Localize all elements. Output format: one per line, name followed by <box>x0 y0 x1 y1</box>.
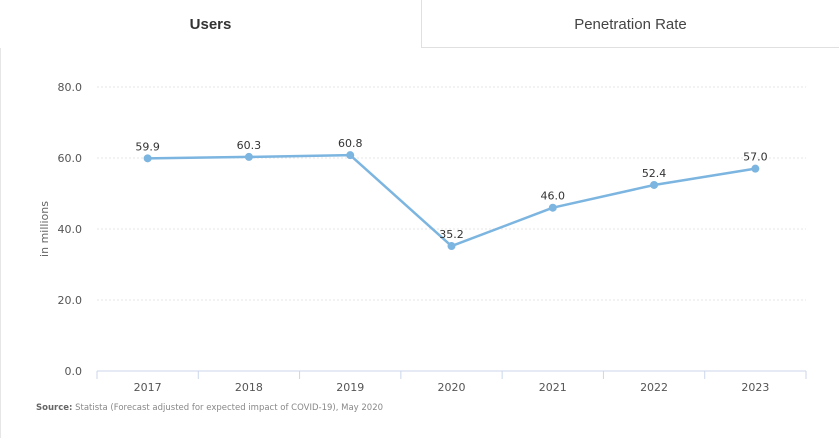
data-point <box>447 242 456 251</box>
data-point <box>548 203 557 212</box>
x-axis: 2017 2018 2019 2020 2021 2022 2023 <box>96 370 807 394</box>
data-points <box>143 151 760 251</box>
tab-penetration-rate[interactable]: Penetration Rate <box>421 0 839 48</box>
chart-tabs: Users Penetration Rate <box>0 0 839 48</box>
data-label: 46.0 <box>541 190 566 203</box>
source-label: Source: <box>36 403 73 413</box>
tab-users[interactable]: Users <box>0 0 421 48</box>
data-label: 59.9 <box>135 140 160 153</box>
data-label: 60.3 <box>237 139 262 152</box>
y-tick-label: 0.0 <box>65 365 83 378</box>
x-tick-label: 2022 <box>640 381 668 394</box>
x-tick-label: 2019 <box>336 381 364 394</box>
x-tick-label: 2018 <box>235 381 263 394</box>
data-point <box>751 164 760 173</box>
data-point <box>244 152 253 161</box>
line-chart: 0.0 20.0 40.0 60.0 80.0 2017 2018 2019 2020 2021… <box>38 81 807 394</box>
y-axis-ticks: 0.0 20.0 40.0 60.0 80.0 <box>58 81 83 378</box>
data-label: 52.4 <box>642 167 667 180</box>
data-label: 35.2 <box>439 228 464 241</box>
data-labels: 59.9 60.3 60.8 35.2 46.0 52.4 57.0 <box>135 137 767 241</box>
panel-divider <box>0 48 1 438</box>
y-tick-label: 80.0 <box>58 81 83 94</box>
x-tick-label: 2023 <box>741 381 769 394</box>
gridlines <box>97 86 806 301</box>
data-point <box>346 151 355 160</box>
data-label: 60.8 <box>338 137 363 150</box>
data-point <box>650 180 659 189</box>
data-point <box>143 154 152 163</box>
data-label: 57.0 <box>743 151 768 164</box>
y-axis-label: in millions <box>38 201 51 257</box>
y-tick-label: 60.0 <box>58 152 83 165</box>
y-tick-label: 40.0 <box>58 223 83 236</box>
x-tick-label: 2020 <box>438 381 466 394</box>
source-note: Source: Statista (Forecast adjusted for … <box>36 403 383 413</box>
x-tick-label: 2021 <box>539 381 567 394</box>
y-tick-label: 20.0 <box>58 294 83 307</box>
x-tick-label: 2017 <box>134 381 162 394</box>
source-text: Statista (Forecast adjusted for expected… <box>75 403 384 413</box>
